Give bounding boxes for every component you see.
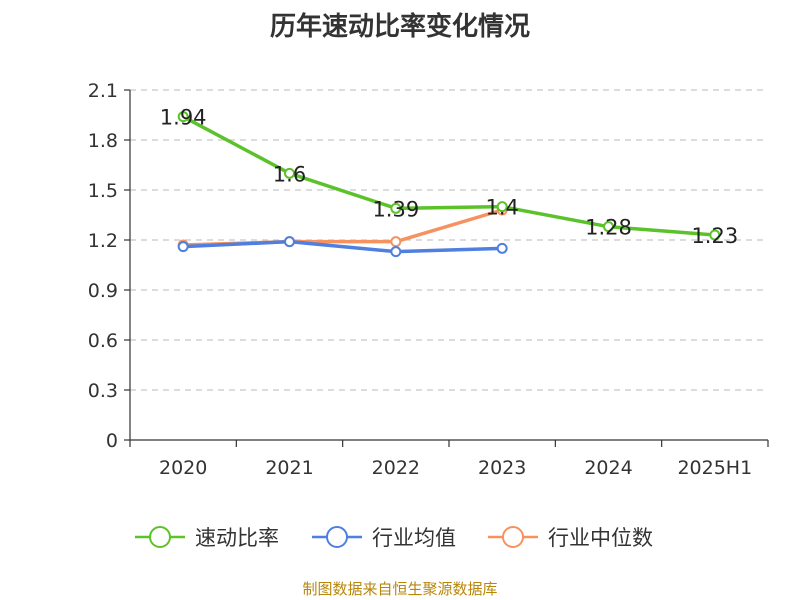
y-tick-label: 1.5 [88,180,118,202]
grid-lines [130,89,768,391]
x-tick-label: 2022 [372,457,420,479]
data-point [177,241,189,253]
data-label: 1.39 [372,197,419,221]
y-tick-label: 1.8 [88,130,118,152]
data-point [390,246,402,258]
data-label: 1.6 [273,162,306,186]
legend-marker [502,526,524,548]
data-point [177,111,189,123]
data-point [284,236,295,248]
data-point [390,202,402,214]
legend-label: 行业中位数 [548,526,653,550]
x-tick-label: 2020 [159,457,207,479]
data-point [496,242,508,254]
data-label: 1.4 [485,196,518,220]
series-lines [177,111,721,258]
source-note: 制图数据来自恒生聚源数据库 [302,580,498,598]
y-tick-label: 1.2 [88,230,118,252]
data-label: 1.28 [585,216,632,240]
y-tick-label: 2.1 [88,80,118,102]
legend-label: 速动比率 [195,526,279,550]
series-line [181,239,504,254]
legend-label: 行业均值 [372,526,456,550]
data-point [496,201,508,213]
series-line [181,114,717,237]
x-tick-label: 2021 [265,457,313,479]
data-labels: 1.94 1.6 1.39 1.4 1.28 1.23 [160,106,738,248]
data-label: 1.94 [160,106,207,130]
x-tick-label: 2025H1 [677,457,752,479]
data-point [709,229,721,241]
legend: 速动比率 行业均值 行业中位数 [135,526,653,550]
chart-title: 历年速动比率变化情况 [269,12,530,42]
y-tick-label: 0.9 [88,280,118,302]
data-point [603,221,614,233]
x-tick-label: 2024 [584,457,632,479]
y-tick-label: 0.6 [88,330,118,352]
axes: 0 0.3 0.6 0.9 1.2 1.5 1.8 2.1 2020 2021 2022 2023 20… [88,80,769,479]
y-tick-label: 0.3 [88,380,118,402]
y-tick-label: 0 [106,430,118,452]
legend-marker [149,526,171,548]
data-label: 1.23 [691,224,738,248]
x-tick-label: 2023 [478,457,526,479]
data-point [284,167,295,179]
data-point [390,236,402,248]
legend-marker [326,526,348,548]
